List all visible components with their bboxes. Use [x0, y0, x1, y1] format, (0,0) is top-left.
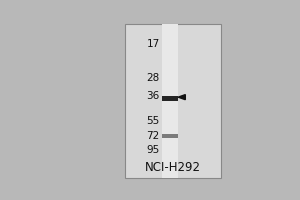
Text: 17: 17: [146, 39, 160, 49]
Bar: [162, 24, 178, 178]
Bar: [162, 96, 178, 101]
Text: 28: 28: [146, 73, 160, 83]
Text: NCI-H292: NCI-H292: [145, 161, 201, 174]
Bar: [162, 134, 178, 138]
Bar: [125, 24, 221, 178]
Polygon shape: [178, 95, 185, 100]
Text: 72: 72: [146, 131, 160, 141]
Text: 55: 55: [146, 116, 160, 126]
Text: 95: 95: [146, 145, 160, 155]
Text: 36: 36: [146, 91, 160, 101]
